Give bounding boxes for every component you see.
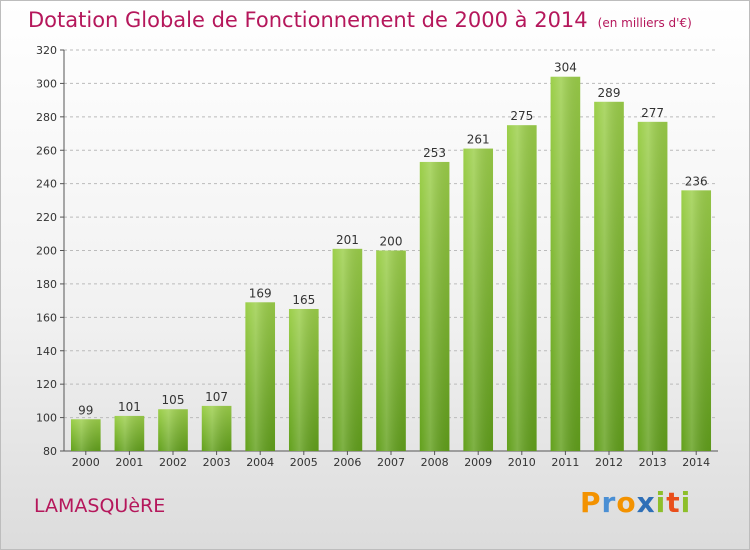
commune-name: LAMASQUèRE <box>34 495 166 517</box>
y-tick-label: 300 <box>36 77 57 90</box>
x-tick-label: 2010 <box>508 456 536 469</box>
x-tick-label: 2013 <box>639 456 667 469</box>
logo-letter: x <box>636 486 656 519</box>
x-tick-label: 2002 <box>159 456 187 469</box>
bar-shine <box>332 248 363 451</box>
bar-shine <box>594 101 624 451</box>
x-tick-label: 2000 <box>72 456 100 469</box>
bar-value-label: 261 <box>467 133 490 147</box>
x-tick-label: 2001 <box>115 456 143 469</box>
x-tick-label: 2008 <box>421 456 449 469</box>
y-tick-label: 320 <box>36 44 57 57</box>
y-tick-label: 160 <box>36 311 57 324</box>
logo-letter: P <box>580 486 602 519</box>
bar-shine <box>681 190 712 451</box>
bar-shine <box>376 250 406 451</box>
x-tick-label: 2009 <box>464 456 492 469</box>
bar-value-label: 289 <box>598 86 621 100</box>
bar-value-label: 200 <box>380 235 403 249</box>
y-tick-label: 240 <box>36 178 57 191</box>
proxiti-logo: Proxiti <box>580 486 691 519</box>
x-tick-label: 2003 <box>203 456 231 469</box>
logo-letter: i <box>655 486 667 519</box>
bar-shine <box>201 405 232 451</box>
bar-value-label: 275 <box>510 109 533 123</box>
bar-shine <box>550 76 581 451</box>
chart-title-text: Dotation Globale de Fonctionnement de 20… <box>28 8 588 32</box>
bar-shine <box>245 302 276 451</box>
bar-value-label: 165 <box>292 293 315 307</box>
bar-shine <box>288 308 319 451</box>
y-tick-label: 280 <box>36 111 57 124</box>
bar-value-label: 99 <box>78 403 93 417</box>
labels: 80 100 120 140 160 180 200 220 240 260 280 300 320 99… <box>36 44 710 469</box>
bars <box>70 76 712 452</box>
bar-shine <box>637 121 668 452</box>
logo-letter: i <box>680 486 692 519</box>
chart-title: Dotation Globale de Fonctionnement de 20… <box>28 8 692 32</box>
y-tick-label: 140 <box>36 345 57 358</box>
bar-value-label: 253 <box>423 146 446 160</box>
bar-value-label: 107 <box>205 390 228 404</box>
bar-value-label: 304 <box>554 61 577 75</box>
bar-value-label: 101 <box>118 400 141 414</box>
x-tick-label: 2012 <box>595 456 623 469</box>
bar-shine <box>158 409 188 451</box>
bar-shine <box>419 161 450 451</box>
x-tick-label: 2007 <box>377 456 405 469</box>
y-tick-label: 220 <box>36 211 57 224</box>
bar-shine <box>70 419 101 451</box>
x-tick-label: 2014 <box>682 456 710 469</box>
bar-shine <box>463 148 494 451</box>
x-tick-label: 2006 <box>333 456 361 469</box>
y-tick-label: 100 <box>36 412 57 425</box>
bar-value-label: 105 <box>162 393 185 407</box>
y-tick-label: 180 <box>36 278 57 291</box>
logo-letter: t <box>666 486 681 519</box>
y-tick-label: 120 <box>36 378 57 391</box>
logo-letter: r <box>601 486 617 519</box>
y-tick-label: 80 <box>43 445 57 458</box>
chart-subtitle: (en milliers d'€) <box>597 16 692 30</box>
y-tick-label: 260 <box>36 144 57 157</box>
bar-shine <box>114 415 145 451</box>
bar-value-label: 169 <box>249 286 272 300</box>
bar-value-label: 236 <box>685 174 708 188</box>
bar-value-label: 201 <box>336 233 359 247</box>
bar-value-label: 277 <box>641 106 664 120</box>
logo-letter: o <box>616 486 637 519</box>
x-tick-label: 2005 <box>290 456 318 469</box>
bar-shine <box>506 125 537 451</box>
x-tick-label: 2004 <box>246 456 274 469</box>
x-tick-label: 2011 <box>551 456 579 469</box>
y-tick-label: 200 <box>36 245 57 258</box>
